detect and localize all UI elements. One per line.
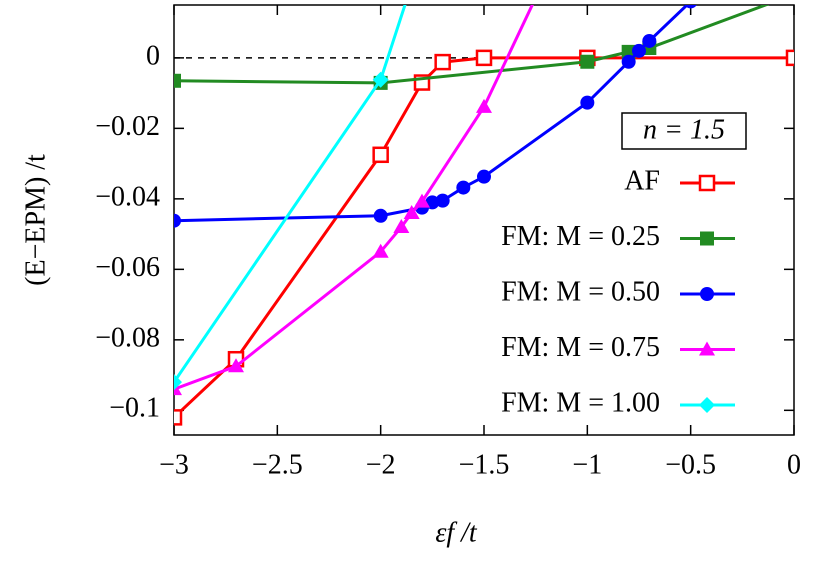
marker: [372, 243, 389, 258]
marker: [787, 0, 801, 1]
legend-label: FM: M = 0.75: [501, 332, 660, 363]
series-line: [174, 5, 770, 85]
plot-frame: [173, 4, 795, 436]
legend-marker: [699, 397, 715, 413]
marker: [785, 49, 794, 67]
marker: [456, 180, 471, 195]
marker: [476, 98, 492, 113]
marker: [642, 33, 657, 48]
marker: [435, 193, 450, 208]
x-tick-label: 0: [787, 449, 801, 480]
y-tick-label: 0: [146, 40, 160, 71]
y-tick-label: −0.1: [109, 393, 160, 424]
marker: [621, 54, 636, 69]
legend-marker: [698, 174, 716, 192]
legend-marker: [700, 287, 714, 301]
marker: [475, 49, 493, 67]
legend-label: FM: M = 1.00: [501, 387, 660, 418]
x-tick-label: −2: [366, 449, 396, 480]
plot-area: [174, 0, 801, 426]
marker: [580, 95, 595, 110]
marker: [174, 409, 183, 426]
y-tick-label: −0.06: [95, 252, 160, 283]
marker: [580, 54, 595, 69]
y-axis-label: (E−EPM) /t: [20, 154, 51, 286]
series-line: [174, 56, 794, 419]
marker: [403, 204, 420, 219]
marker: [372, 146, 389, 164]
legend-marker: [700, 231, 714, 246]
y-tick-label: −0.08: [95, 322, 160, 353]
marker: [684, 5, 697, 9]
annotation-box: [621, 112, 747, 150]
marker: [174, 73, 181, 88]
x-axis-label: εf /t: [435, 517, 478, 548]
x-tick-label: −2.5: [252, 449, 303, 480]
series-line: [174, 5, 534, 391]
x-tick-label: −0.5: [665, 449, 716, 480]
marker: [372, 71, 389, 88]
marker: [228, 358, 244, 373]
marker: [414, 193, 430, 208]
legend-label: FM: M = 0.50: [501, 276, 660, 307]
marker: [174, 381, 182, 396]
marker: [393, 219, 410, 234]
y-tick-label: −0.02: [95, 111, 160, 142]
x-tick-label: −1.5: [459, 449, 510, 480]
marker: [621, 44, 636, 59]
marker: [174, 213, 181, 228]
annotation: n = 1.5: [643, 114, 725, 145]
marker: [373, 208, 388, 223]
legend-label: FM: M = 0.25: [501, 221, 660, 252]
y-tick-label: −0.04: [95, 181, 160, 212]
x-tick-label: −3: [159, 449, 189, 480]
marker: [174, 374, 182, 391]
marker: [434, 53, 451, 71]
x-tick-label: −1: [572, 449, 602, 480]
marker: [477, 169, 491, 184]
legend-label: AF: [624, 165, 660, 196]
legend-marker: [699, 341, 715, 356]
marker: [632, 43, 646, 58]
